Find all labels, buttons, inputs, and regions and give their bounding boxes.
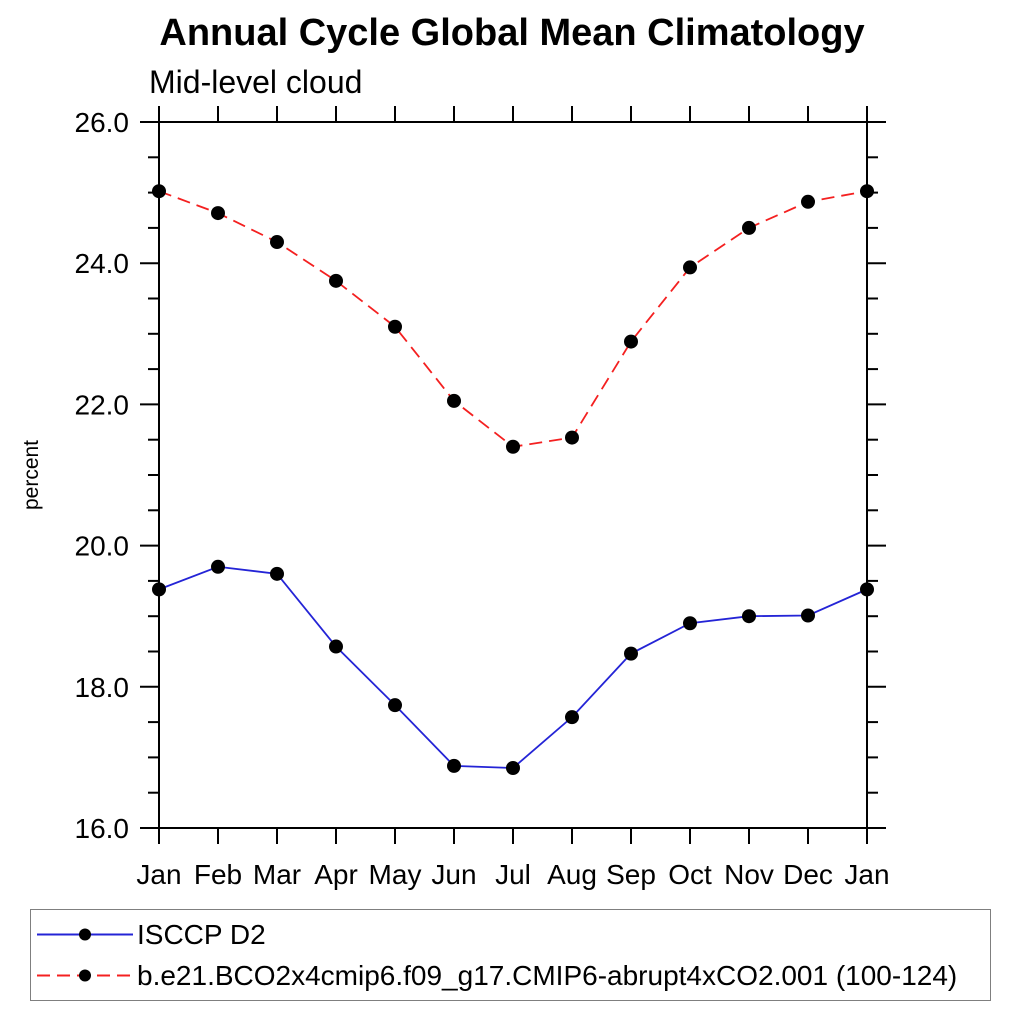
data-point-marker xyxy=(447,393,461,408)
x-axis-tick-label: Feb xyxy=(194,859,242,890)
legend-sample-dashed-line xyxy=(37,969,133,982)
chart-subtitle: Mid-level cloud xyxy=(149,64,363,100)
data-point-marker xyxy=(624,646,638,661)
x-axis-tick-label: Jul xyxy=(495,859,531,890)
data-point-marker xyxy=(506,760,520,775)
data-point-marker xyxy=(329,639,343,654)
data-point-marker xyxy=(211,206,225,221)
data-point-marker xyxy=(801,608,815,623)
legend-box: ISCCP D2 b.e21.BCO2x4cmip6.f09_g17.CMIP6… xyxy=(30,909,991,1001)
legend-entry-isccp-d2: ISCCP D2 xyxy=(31,914,990,955)
data-point-marker xyxy=(270,566,284,581)
data-point-marker xyxy=(683,616,697,631)
x-axis-tick-label: Sep xyxy=(606,859,656,890)
data-point-marker xyxy=(683,260,697,275)
x-axis-tick-label: Oct xyxy=(668,859,712,890)
x-axis-tick-label: Mar xyxy=(253,859,301,890)
data-point-marker xyxy=(801,194,815,209)
data-point-marker xyxy=(329,273,343,288)
x-axis-tick-label: Jan xyxy=(844,859,889,890)
x-axis-tick-label: Aug xyxy=(547,859,597,890)
data-point-marker xyxy=(388,319,402,334)
data-point-marker xyxy=(211,559,225,574)
data-point-marker xyxy=(624,334,638,349)
x-axis-tick-label: May xyxy=(369,859,422,890)
legend-label-model-run: b.e21.BCO2x4cmip6.f09_g17.CMIP6-abrupt4x… xyxy=(137,959,958,991)
data-point-marker xyxy=(388,698,402,713)
data-point-marker xyxy=(860,582,874,597)
data-point-marker xyxy=(860,184,874,199)
y-axis-tick-label: 26.0 xyxy=(75,107,130,138)
y-axis-tick-label: 24.0 xyxy=(75,248,130,279)
plot-frame xyxy=(158,121,868,829)
data-point-marker xyxy=(152,582,166,597)
y-axis-tick-label: 16.0 xyxy=(75,813,130,844)
data-point-marker xyxy=(565,430,579,445)
legend-label-isccp-d2: ISCCP D2 xyxy=(137,918,266,950)
plot-canvas: Jan Feb Mar Apr May Jun Jul Aug Sep Oct Nov Dec Jan1… xyxy=(20,106,890,890)
x-axis-tick-label: Jun xyxy=(431,859,476,890)
x-axis-tick-label: Apr xyxy=(314,859,358,890)
series-line-0 xyxy=(158,565,868,769)
data-point-marker xyxy=(152,184,166,199)
x-axis-tick-label: Dec xyxy=(783,859,833,890)
y-axis-tick-label: 18.0 xyxy=(75,672,130,703)
legend-marker-dot xyxy=(79,969,91,982)
data-point-marker xyxy=(506,439,520,454)
legend-marker-dot xyxy=(79,928,91,941)
y-axis-tick-label: 22.0 xyxy=(75,389,130,420)
x-axis-tick-label: Nov xyxy=(724,859,774,890)
data-point-marker xyxy=(565,710,579,725)
data-point-marker xyxy=(270,235,284,250)
data-point-marker xyxy=(447,758,461,773)
series-line-1 xyxy=(158,190,868,448)
chart-title: Annual Cycle Global Mean Climatology xyxy=(159,12,865,54)
legend-entry-model-run: b.e21.BCO2x4cmip6.f09_g17.CMIP6-abrupt4x… xyxy=(31,955,990,996)
data-point-marker xyxy=(742,609,756,624)
y-axis-tick-label: 20.0 xyxy=(75,531,130,562)
data-point-marker xyxy=(742,220,756,235)
legend-sample-solid-line xyxy=(37,928,133,941)
y-axis-title: percent xyxy=(20,440,43,510)
x-axis-tick-label: Jan xyxy=(136,859,181,890)
